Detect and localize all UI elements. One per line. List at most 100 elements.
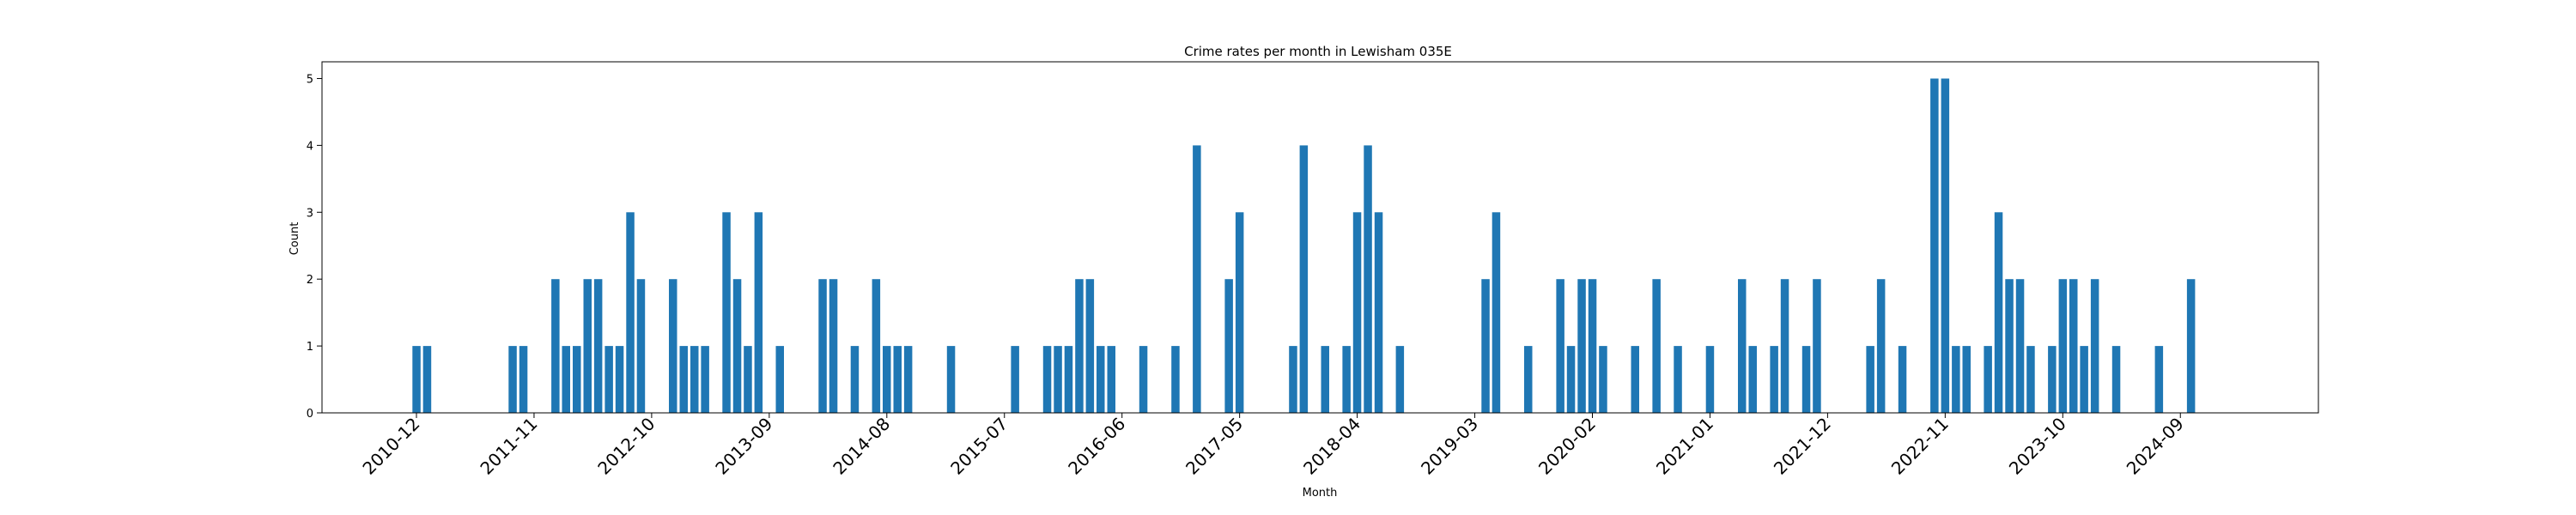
bar-2024-10 [2186,279,2196,413]
bar-2022-11 [1941,78,1950,413]
bar-2022-07 [1898,346,1907,413]
bar-2020-10 [1674,346,1682,413]
bar-2013-05 [722,212,731,413]
bar-2024-03 [2111,346,2121,413]
bar-2012-06 [605,346,613,413]
bar-2014-02 [818,279,827,413]
bar-2024-01 [2090,279,2099,413]
bar-2011-10 [519,346,528,413]
bar-2023-03 [1984,346,1992,413]
x-tick-label: 2013-09 [711,414,776,479]
bar-2019-12 [1566,346,1576,413]
bar-2013-02 [690,346,699,413]
bar-2017-10 [1289,346,1297,413]
chart-title: Crime rates per month in Lewisham 035E [1184,44,1452,59]
bar-2013-01 [679,346,688,413]
bar-2010-12 [412,346,421,413]
bar-2018-08 [1395,346,1405,413]
bar-2017-01 [1193,145,1201,413]
bar-2013-10 [775,346,784,413]
x-axis-label: Month [1303,487,1338,500]
bar-2021-08 [1780,279,1789,413]
bar-2019-05 [1492,212,1501,413]
y-tick-label: 2 [307,274,313,287]
bar-2021-01 [1705,346,1715,413]
bar-2022-05 [1876,279,1886,413]
bar-2022-10 [1930,78,1939,413]
x-tick-label: 2019-03 [1417,414,1482,479]
y-tick-label: 1 [307,341,313,354]
bar-2012-04 [583,279,592,413]
plot-frame [321,61,2319,414]
bar-2021-07 [1770,346,1778,413]
bar-2018-01 [1321,346,1329,413]
bar-2020-03 [1599,346,1607,413]
bar-2012-12 [669,279,677,413]
bar-2011-01 [422,346,432,413]
bar-2016-03 [1085,279,1095,413]
bar-2018-03 [1342,346,1351,413]
bar-2020-01 [1577,279,1586,413]
bar-2022-04 [1866,346,1874,413]
bar-2015-08 [1011,346,1019,413]
bar-2018-05 [1364,145,1372,413]
bar-2017-04 [1224,279,1233,413]
bar-2013-03 [701,346,709,413]
bar-2019-08 [1524,346,1533,413]
bar-2018-06 [1374,212,1383,413]
bar-2012-05 [593,279,603,413]
y-axis: 0 1 2 3 4 5 [307,73,322,421]
bar-2016-01 [1064,346,1073,413]
x-tick-label: 2018-04 [1299,414,1364,479]
bar-2016-08 [1139,346,1148,413]
bar-2021-10 [1801,346,1811,413]
bar-2016-02 [1075,279,1084,413]
y-tick-label: 4 [307,140,313,153]
bar-2023-12 [2080,346,2088,413]
x-tick-label: 2021-01 [1652,414,1717,479]
x-tick-label: 2011-11 [476,414,541,479]
bar-2017-11 [1299,145,1309,413]
bar-2024-07 [2154,346,2164,413]
bar-2013-06 [732,279,742,413]
x-tick-label: 2022-11 [1887,414,1953,479]
bar-2014-07 [872,279,881,413]
x-tick-label: 2010-12 [358,414,423,479]
bar-2016-04 [1097,346,1105,413]
bar-2017-05 [1235,212,1244,413]
bar-2016-11 [1171,346,1180,413]
bar-2023-06 [2015,279,2025,413]
x-tick-label: 2014-08 [829,414,894,479]
bar-2021-05 [1748,346,1757,413]
bar-2014-08 [883,346,891,413]
bar-2015-12 [1054,346,1062,413]
bar-2020-02 [1588,279,1597,413]
bar-2019-11 [1556,279,1564,413]
x-tick-label: 2021-12 [1770,414,1835,479]
bar-2020-08 [1652,279,1661,413]
bar-2021-04 [1738,279,1747,413]
x-tick-label: 2015-07 [946,414,1012,479]
bar-2021-11 [1813,279,1821,413]
bar-2012-03 [573,346,581,413]
x-tick-label: 2017-05 [1182,414,1247,479]
bar-2023-09 [2048,346,2057,413]
x-tick-label: 2023-10 [2005,414,2070,479]
bar-2023-04 [1994,212,2003,413]
bar-2013-08 [754,212,763,413]
y-tick-label: 5 [307,73,313,86]
bar-2012-02 [562,346,570,413]
bar-2014-10 [903,346,913,413]
y-axis-label: Count [289,222,301,256]
bar-2023-07 [2026,346,2035,413]
bar-2014-05 [850,346,860,413]
bar-2013-07 [744,346,752,413]
bar-2014-03 [829,279,838,413]
bar-2012-01 [551,279,560,413]
bar-2015-11 [1042,346,1052,413]
y-tick-label: 3 [307,207,313,220]
bar-2015-02 [946,346,956,413]
x-tick-label: 2012-10 [593,414,659,479]
bar-2023-11 [2069,279,2078,413]
